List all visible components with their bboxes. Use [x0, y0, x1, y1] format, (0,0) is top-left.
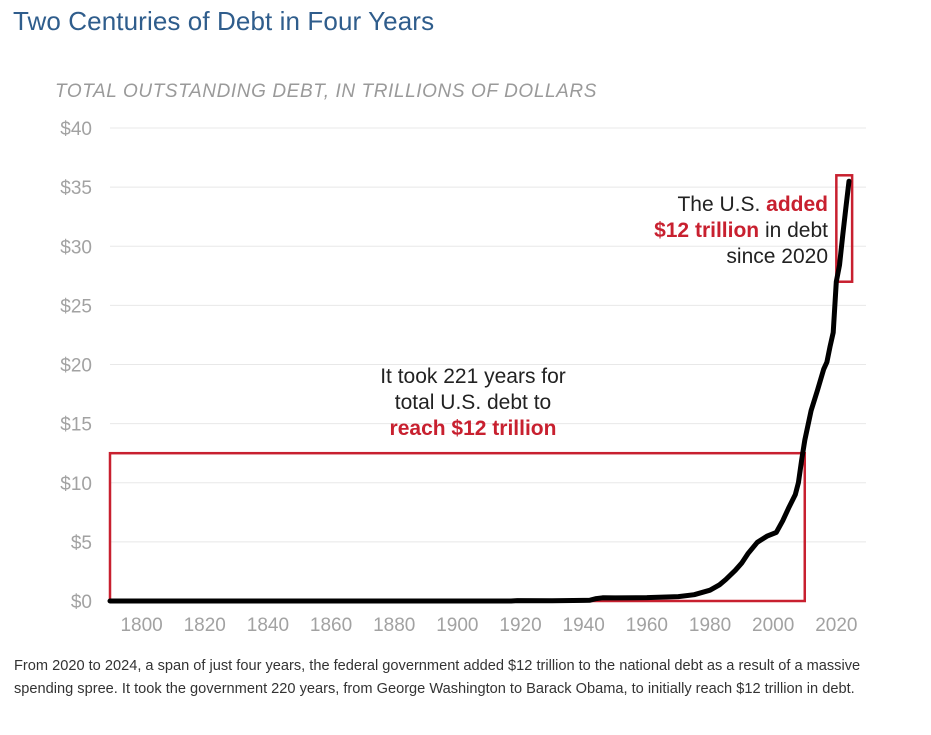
series-line-layer	[107, 178, 852, 604]
x-tick-label: 2000	[752, 615, 794, 636]
chart-caption: From 2020 to 2024, a span of just four y…	[14, 658, 861, 697]
annotation-text: added	[766, 193, 828, 216]
chart-title: Two Centuries of Debt in Four Years	[13, 6, 435, 36]
annotation-text: in debt	[759, 219, 828, 242]
y-tick-label: $15	[60, 415, 92, 436]
x-tick-label: 1960	[626, 615, 668, 636]
y-axis-ticks: $0 $5 $10 $15 $20 $25 $30 $35 $40	[60, 119, 92, 613]
annotation-1: It took 221 years for total U.S. debt to r…	[380, 365, 566, 440]
y-axis-label: TOTAL OUTSTANDING DEBT, IN TRILLIONS OF …	[55, 81, 597, 102]
x-tick-label: 1880	[373, 615, 415, 636]
x-tick-label: 1800	[120, 615, 162, 636]
x-tick-label: 1860	[310, 615, 352, 636]
x-tick-label: 1900	[436, 615, 478, 636]
x-tick-label: 1820	[184, 615, 226, 636]
x-tick-label: 1940	[563, 615, 605, 636]
y-tick-label: $35	[60, 178, 92, 199]
y-tick-label: $40	[60, 119, 92, 140]
grid-lines	[110, 127, 866, 543]
y-tick-label: $25	[60, 296, 92, 317]
annotation-text: $12 trillion	[654, 219, 759, 242]
y-tick-label: $10	[60, 474, 92, 495]
x-tick-label: 1980	[689, 615, 731, 636]
highlight-box-1	[108, 451, 807, 603]
x-tick-label: 2020	[815, 615, 857, 636]
x-tick-label: 1920	[499, 615, 541, 636]
annotation-2: The U.S. added $12 trillion in debt since …	[654, 193, 828, 268]
annotation-text: The U.S.	[677, 193, 766, 216]
x-tick-label: 1840	[247, 615, 289, 636]
y-tick-label: $20	[60, 356, 92, 377]
y-tick-label: $30	[60, 237, 92, 258]
debt-series-line	[107, 178, 852, 604]
annotations: It took 221 years for total U.S. debt to r…	[380, 193, 828, 440]
annotation-text: It took 221 years for	[380, 365, 566, 388]
annotation-text: total U.S. debt to	[395, 391, 551, 414]
debt-line-chart: $0$5$10$15$20$25$30$35$40 1800 1820 1840 18…	[55, 81, 866, 636]
highlight-box-2	[835, 174, 854, 283]
y-tick-label: $0	[71, 592, 92, 613]
x-axis-ticks: 1800 1820 1840 1860 1880 1900 1920 1940 1960 1980…	[120, 615, 857, 636]
annotation-text: reach $12 trillion	[390, 417, 557, 440]
annotation-text: since 2020	[726, 245, 828, 268]
y-tick-label: $5	[71, 533, 92, 554]
